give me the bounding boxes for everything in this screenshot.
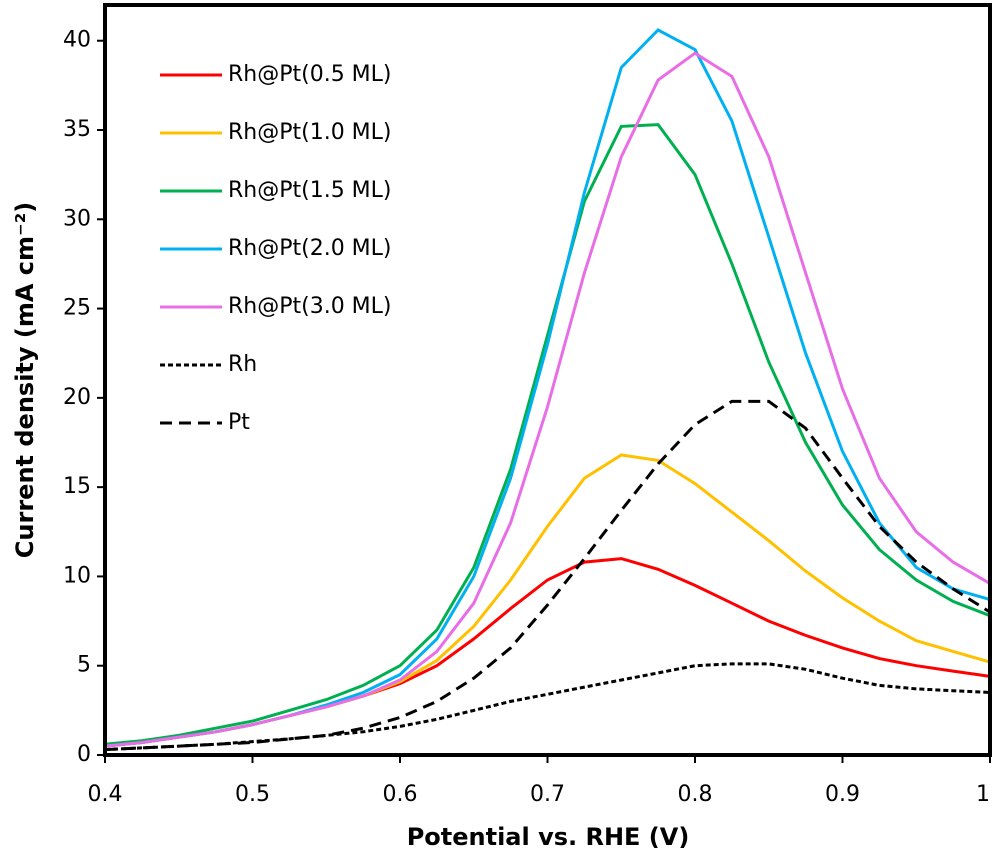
y-tick-label: 40 [63, 28, 91, 53]
legend-label: Pt [228, 410, 250, 435]
x-tick-label: 0.5 [235, 782, 270, 807]
plot-frame [103, 3, 992, 757]
y-axis-label: Current density (mA cm⁻²) [11, 202, 39, 558]
series-line [104, 123, 991, 746]
legend-label: Rh@Pt(1.5 ML) [228, 178, 392, 203]
legend-label: Rh@Pt(0.5 ML) [228, 62, 392, 87]
y-tick-label: 30 [63, 206, 91, 231]
x-tick-label: 0.7 [530, 782, 565, 807]
series-line [104, 662, 991, 752]
legend-label: Rh@Pt(2.0 ML) [228, 236, 392, 261]
x-tick-label: 0.8 [678, 782, 713, 807]
x-tick-label: 1 [976, 782, 990, 807]
series-line [104, 399, 991, 752]
legend-label: Rh@Pt(3.0 ML) [228, 294, 392, 319]
y-tick-label: 0 [77, 742, 91, 767]
series-line [104, 51, 991, 748]
series-line [104, 557, 991, 748]
x-axis-label: Potential vs. RHE (V) [407, 823, 690, 851]
x-tick-label: 0.6 [383, 782, 418, 807]
y-tick-label: 5 [77, 653, 91, 678]
x-tick-label: 0.4 [88, 782, 123, 807]
y-tick-label: 10 [63, 563, 91, 588]
legend-label: Rh [228, 352, 257, 377]
y-tick-label: 20 [63, 385, 91, 410]
y-tick-label: 25 [63, 296, 91, 321]
legend-label: Rh@Pt(1.0 ML) [228, 120, 392, 145]
y-tick-label: 35 [63, 117, 91, 142]
y-tick-label: 15 [63, 474, 91, 499]
x-tick-label: 0.9 [825, 782, 860, 807]
